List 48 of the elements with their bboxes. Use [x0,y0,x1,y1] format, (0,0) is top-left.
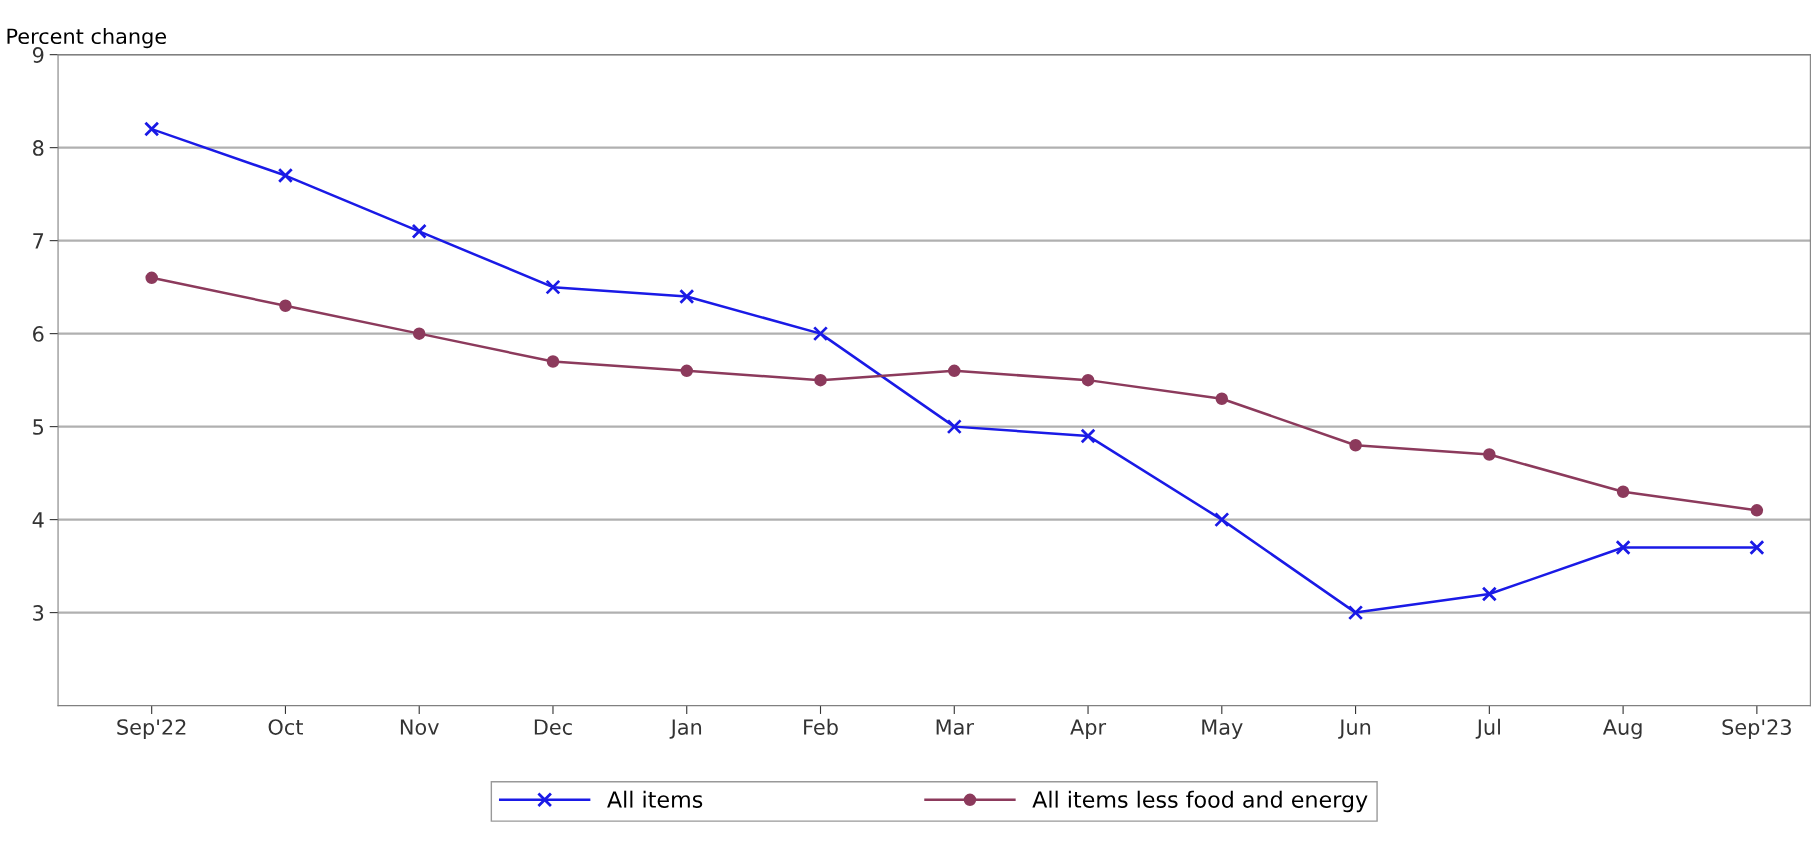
x-tick-label: Aug [1602,719,1642,739]
point [546,355,560,368]
point [144,121,160,137]
point [145,271,158,285]
point [1347,604,1364,621]
point [948,364,961,378]
point [812,326,829,342]
point [1750,504,1764,517]
point [1215,392,1229,405]
point [1081,373,1095,387]
point [279,299,292,312]
x-tick-label: Jan [669,719,702,739]
y-tick-label: 9 [32,47,44,63]
legend-label: All items less food and energy [1032,790,1368,813]
point [412,327,426,340]
y-tick-label: 6 [33,326,44,342]
x-tick-label: Mar [936,719,974,735]
point [680,364,693,378]
y-tick-label: 4 [32,512,44,528]
point [1214,511,1230,528]
x-tick-label: Sep'23 [1722,719,1791,739]
x-tick-label: Feb [804,718,838,735]
point [1481,586,1497,602]
x-tick-label: Dec [534,719,572,735]
x-tick-label: Jul [1475,718,1500,739]
point [1616,485,1630,498]
point [1349,438,1362,452]
point [1749,539,1765,556]
y-tick-label: 7 [33,233,44,249]
legend-label: All items [607,790,703,808]
point [1615,539,1631,556]
point [277,167,294,184]
y-tick-label: 8 [33,140,44,156]
point [411,223,427,239]
x-tick-label: Sep'22 [117,719,186,739]
x-tick-label: Jun [1338,719,1371,739]
point [679,288,695,305]
x-tick-label: May [1202,719,1243,739]
y-tick-label: 5 [33,419,44,435]
y-tick-label: 3 [33,605,44,621]
point [545,279,561,295]
point [1483,448,1496,461]
x-tick-label: Nov [400,719,439,735]
point [814,373,827,387]
x-tick-label: Apr [1070,719,1107,739]
point [946,418,962,435]
point [1080,428,1096,444]
x-tick-label: Oct [268,719,303,735]
